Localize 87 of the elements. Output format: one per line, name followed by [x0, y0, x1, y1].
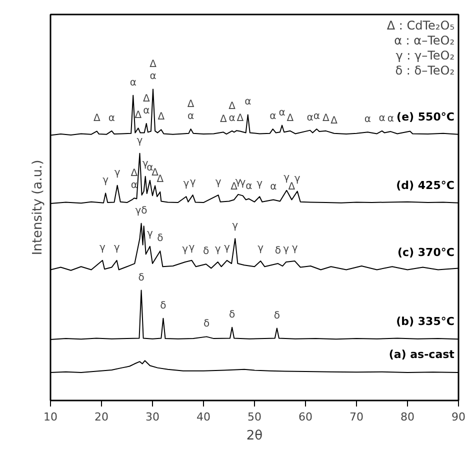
annotation: γ	[100, 242, 106, 254]
y-axis-title: Intensity (a.u.)	[30, 160, 46, 256]
annotation: Δ	[150, 59, 157, 70]
annotation: Δ	[236, 113, 244, 124]
series-label: (e) 550°C	[396, 110, 454, 124]
annotation: α	[378, 112, 386, 124]
annotation: Δ	[230, 182, 238, 193]
x-tick-label: 50	[248, 410, 262, 424]
annotation: γ	[190, 177, 196, 188]
annotation: α	[270, 182, 278, 193]
annotation: Δ	[134, 110, 142, 122]
annotation: δ	[204, 318, 210, 330]
annotation: δ	[229, 309, 236, 320]
series-label: (d) 425°C	[396, 178, 454, 192]
annotation: Δ	[152, 168, 159, 179]
annotation: α	[228, 112, 236, 124]
annotation: γ	[232, 220, 238, 232]
annotation: δ	[202, 246, 210, 258]
annotation: α	[150, 71, 157, 82]
x-axis-title: 2θ	[246, 428, 263, 444]
annotation: γ	[214, 244, 221, 255]
annotation: Δ	[142, 93, 150, 104]
annotation: γ	[284, 172, 290, 184]
annotation: Δ	[330, 115, 338, 126]
text: α : α–TeO₂	[394, 34, 455, 48]
annotation: γ	[183, 178, 190, 190]
series-label: (b) 335°C	[396, 314, 454, 328]
x-tick-label: 20	[94, 410, 108, 424]
x-tick-label: 60	[298, 410, 312, 424]
annotation: γ	[215, 177, 222, 188]
annotation: γ	[235, 176, 242, 188]
annotation: γ	[136, 135, 143, 146]
annotation: γ	[256, 178, 263, 190]
annotation: Δ	[158, 112, 165, 123]
x-tick-label: 30	[146, 410, 160, 424]
series-label: (c) 370°C	[397, 246, 454, 259]
text: δ : δ–TeO₂	[395, 64, 455, 78]
annotation: γ	[258, 243, 264, 254]
annotation: α	[278, 107, 286, 118]
annotation: γ	[240, 178, 246, 189]
annotation: Δ	[156, 174, 164, 185]
annotation: α	[143, 105, 150, 116]
annotation: γ	[102, 175, 109, 186]
annotation: α	[306, 112, 314, 124]
annotation: Δ	[220, 114, 227, 126]
annotation: γ	[114, 242, 120, 254]
x-tick-label: 10	[44, 410, 58, 424]
x-tick-label: 80	[400, 410, 414, 424]
x-tick-label: 40	[196, 410, 210, 424]
annotation: γ	[146, 228, 153, 240]
annotation: Δ	[322, 112, 330, 124]
annotation: Δ	[286, 112, 294, 124]
annotation: Δ	[130, 168, 138, 180]
annotation: α	[270, 111, 277, 122]
annotation: α	[187, 111, 194, 122]
annotation: α	[387, 114, 394, 125]
x-tick-label: 70	[350, 410, 364, 424]
annotation: α	[313, 111, 320, 122]
annotation: Δ	[228, 100, 236, 112]
annotation: α	[364, 114, 372, 126]
annotation: γ	[182, 244, 188, 255]
annotation: α	[246, 180, 253, 192]
annotation: γ	[142, 158, 148, 170]
annotation: δ	[160, 300, 166, 312]
annotation: δ	[274, 310, 280, 322]
annotation: γδ	[135, 205, 148, 216]
annotation: α	[146, 162, 154, 174]
annotation: Δ	[187, 99, 194, 110]
annotation: γ	[292, 243, 298, 254]
annotation: α	[130, 77, 137, 88]
annotation: Δ	[93, 113, 100, 124]
annotation: δ	[138, 272, 144, 284]
series-label: (a) as-cast	[388, 348, 454, 361]
text: γ : γ–TeO₂	[396, 48, 455, 62]
annotation: γ	[294, 173, 300, 184]
annotation: γ	[224, 242, 230, 254]
annotation: Δ	[288, 182, 296, 193]
annotation: γ	[188, 242, 195, 254]
annotation: δ	[157, 233, 164, 244]
annotation: γ	[283, 244, 290, 255]
annotation: γ	[114, 167, 120, 178]
annotation: α	[108, 112, 116, 124]
annotation: α	[130, 180, 138, 192]
annotation: δ	[274, 246, 282, 257]
x-tick-label: 90	[452, 410, 466, 424]
annotation: α	[244, 96, 252, 108]
text: Δ : CdTe₂O₅	[386, 18, 455, 32]
